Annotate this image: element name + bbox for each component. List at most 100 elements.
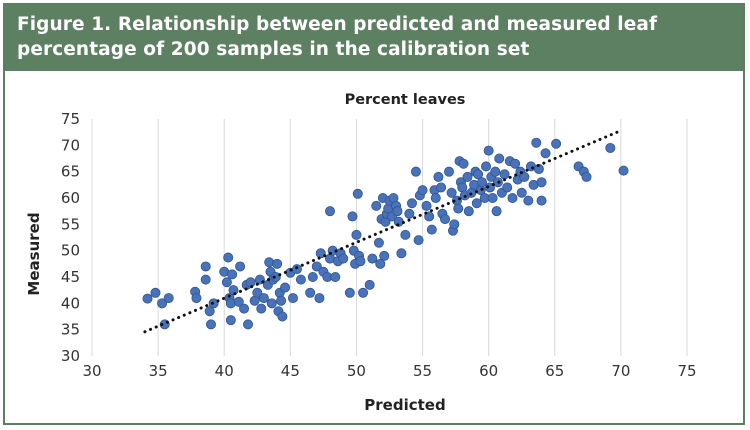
data-point xyxy=(471,198,482,209)
data-point xyxy=(324,206,335,217)
data-point xyxy=(440,214,451,225)
data-point xyxy=(540,148,551,159)
data-point xyxy=(618,165,629,176)
data-point xyxy=(367,253,378,264)
data-point xyxy=(516,187,527,198)
data-point xyxy=(490,166,501,177)
data-point xyxy=(417,185,428,196)
trendline-group xyxy=(143,129,623,334)
data-point xyxy=(235,261,246,272)
data-point xyxy=(338,253,349,264)
data-point xyxy=(364,279,375,290)
data-point xyxy=(536,195,547,206)
y-tick-label: 60 xyxy=(61,189,80,207)
data-point xyxy=(191,293,202,304)
data-point xyxy=(200,274,211,285)
x-tick-label: 35 xyxy=(149,362,168,380)
data-point xyxy=(311,261,322,272)
chart-area: Percent leaves Predicted Measured 30 35 40… xyxy=(5,71,743,423)
y-tick-label: 55 xyxy=(61,215,80,233)
data-point xyxy=(351,229,362,240)
x-tick-label: 60 xyxy=(479,362,498,380)
data-point xyxy=(426,224,437,235)
data-point xyxy=(277,311,288,322)
data-point xyxy=(200,261,211,272)
data-point xyxy=(458,158,469,169)
data-point xyxy=(510,158,521,169)
data-point xyxy=(314,293,325,304)
data-point xyxy=(507,193,518,204)
trendline xyxy=(143,129,623,334)
data-point xyxy=(413,235,424,246)
y-tick-label: 75 xyxy=(61,110,80,128)
data-point xyxy=(228,285,239,296)
y-tick-label: 65 xyxy=(61,163,80,181)
data-point xyxy=(142,293,153,304)
chart-title: Percent leaves xyxy=(345,92,466,108)
figure-frame: Figure 1. Relationship between predicted… xyxy=(3,3,745,425)
x-tick-label: 40 xyxy=(215,362,234,380)
y-tick-label: 40 xyxy=(61,294,80,312)
data-point xyxy=(266,298,277,309)
data-point xyxy=(436,182,447,193)
data-point xyxy=(551,138,562,149)
data-point xyxy=(531,137,542,148)
data-point xyxy=(392,206,403,217)
data-point xyxy=(223,252,234,263)
data-point xyxy=(280,282,291,293)
data-point xyxy=(404,208,415,219)
y-tick-label: 35 xyxy=(61,321,80,339)
data-point xyxy=(256,303,267,314)
data-point xyxy=(287,293,298,304)
x-tick-label: 65 xyxy=(545,362,564,380)
x-tick-label: 30 xyxy=(82,362,101,380)
data-point xyxy=(523,195,534,206)
data-point xyxy=(375,258,386,269)
data-point xyxy=(605,142,616,153)
data-point xyxy=(272,258,283,269)
data-point xyxy=(295,274,306,285)
data-point xyxy=(258,293,269,304)
data-point xyxy=(239,303,250,314)
data-point xyxy=(305,287,316,298)
data-point xyxy=(446,187,457,198)
data-point xyxy=(344,287,355,298)
data-point xyxy=(150,287,161,298)
data-point xyxy=(315,248,326,259)
data-point xyxy=(330,271,341,282)
data-point xyxy=(355,256,366,267)
data-point xyxy=(443,166,454,177)
data-point xyxy=(430,193,441,204)
data-point xyxy=(421,200,432,211)
x-tick-label: 50 xyxy=(347,362,366,380)
data-point xyxy=(473,169,484,180)
scatter-chart: Percent leaves Predicted Measured 30 35 40… xyxy=(25,92,697,414)
data-point xyxy=(371,200,382,211)
x-axis-title: Predicted xyxy=(364,396,445,414)
x-tick-label: 75 xyxy=(677,362,696,380)
data-point xyxy=(536,177,547,188)
data-point xyxy=(499,169,510,180)
data-point xyxy=(494,153,505,164)
y-tick-label: 50 xyxy=(61,242,80,260)
data-point xyxy=(276,295,287,306)
data-point xyxy=(410,166,421,177)
data-point xyxy=(243,319,254,330)
x-tick-label: 45 xyxy=(281,362,300,380)
data-point xyxy=(252,287,263,298)
data-point xyxy=(204,306,215,317)
data-point xyxy=(205,319,216,330)
data-point xyxy=(379,250,390,261)
data-point xyxy=(347,211,358,222)
data-point xyxy=(221,277,232,288)
figure-caption: Figure 1. Relationship between predicted… xyxy=(5,5,743,71)
data-point xyxy=(406,198,417,209)
data-point xyxy=(502,182,513,193)
grid-lines xyxy=(91,119,688,356)
data-point xyxy=(483,145,494,156)
data-point xyxy=(373,237,384,248)
data-point xyxy=(477,177,488,188)
data-point xyxy=(358,287,369,298)
y-tick-label: 30 xyxy=(61,347,80,365)
data-point xyxy=(163,293,174,304)
